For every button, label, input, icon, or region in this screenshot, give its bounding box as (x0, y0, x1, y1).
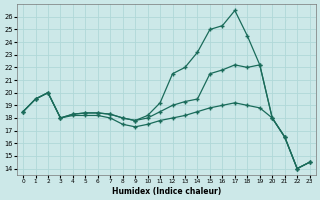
X-axis label: Humidex (Indice chaleur): Humidex (Indice chaleur) (112, 187, 221, 196)
